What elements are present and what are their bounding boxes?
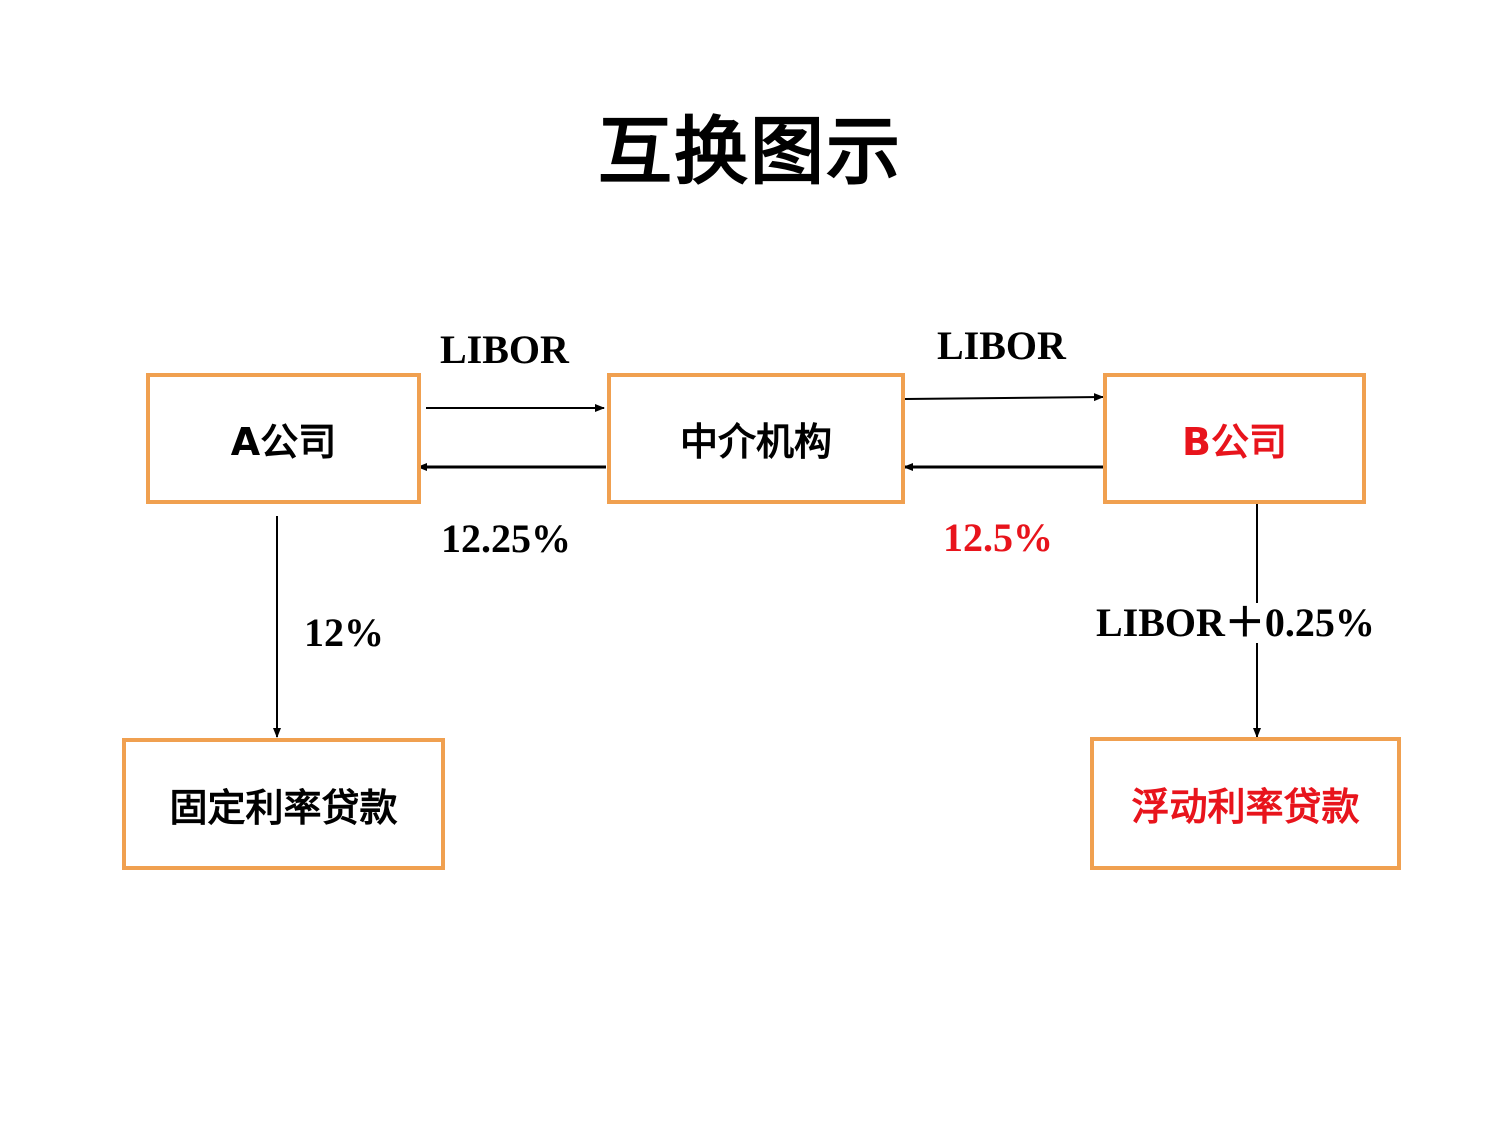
floating-loan-box: 浮动利率贷款 [1090, 737, 1401, 870]
flow-label-a-to-fixed-loan: 12% [304, 610, 384, 655]
flow-label-intermediary-to-b: LIBOR [937, 323, 1066, 368]
floating-loan-label: 浮动利率贷款 [1131, 785, 1360, 829]
company-a-box: A公司 [146, 373, 421, 504]
intermediary-label: 中介机构 [679, 420, 832, 464]
fixed-loan-label: 固定利率贷款 [169, 785, 398, 830]
flow-label-b-to-intermediary: 12.5% [943, 515, 1053, 560]
company-b-label: B公司 [1182, 420, 1287, 464]
intermediary-box: 中介机构 [607, 373, 905, 504]
company-b-box: B公司 [1103, 373, 1366, 504]
flow-label-b-to-floating-loan: LIBOR＋0.25% [1096, 600, 1375, 645]
flow-label-intermediary-to-a: 12.25% [441, 516, 571, 561]
arrow-intermediary-to-b [904, 393, 1104, 402]
page-title: 互换图示 [598, 109, 902, 195]
flow-label-a-to-intermediary: LIBOR [440, 327, 569, 372]
fixed-loan-box: 固定利率贷款 [122, 738, 445, 870]
company-a-label: A公司 [230, 420, 337, 464]
